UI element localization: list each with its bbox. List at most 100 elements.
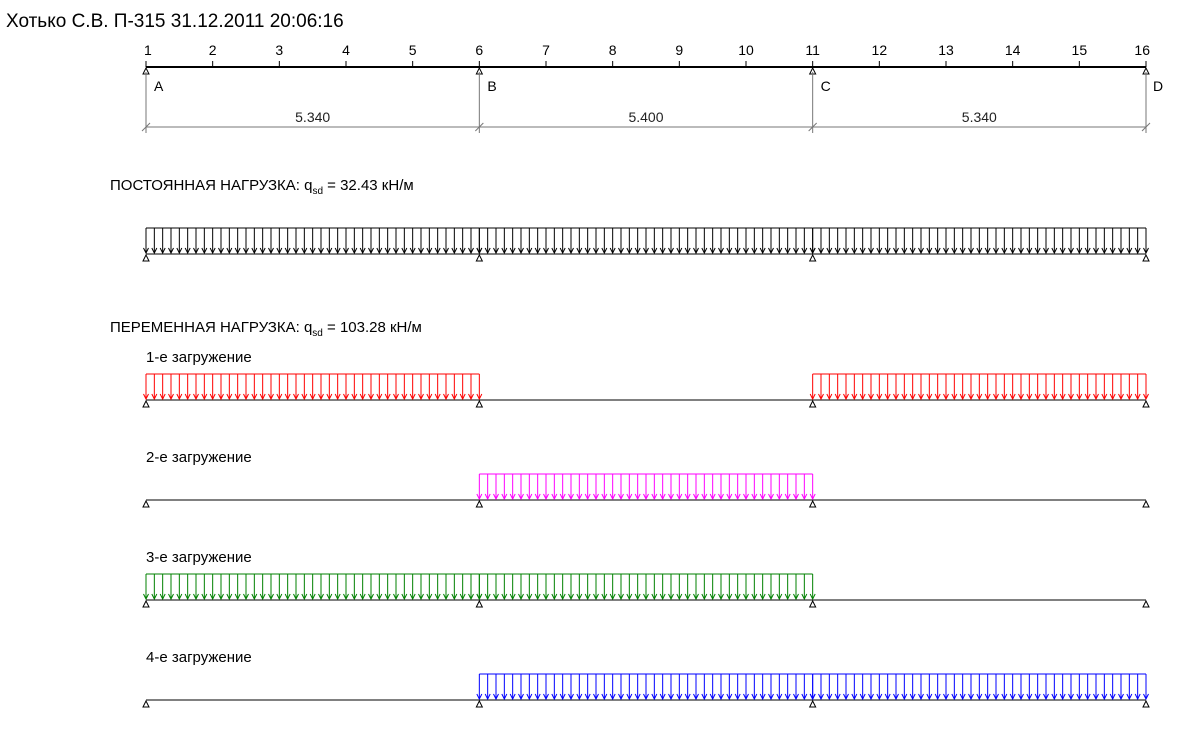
arrow-head-icon (826, 693, 833, 701)
arrow-head-icon (393, 247, 399, 255)
arrow-head-icon (693, 493, 699, 501)
arrow-head-icon (476, 247, 483, 255)
arrow-head-icon (501, 247, 508, 255)
arrow-head-icon (993, 393, 999, 401)
arrow-head-icon (493, 247, 499, 255)
arrow-head-icon (818, 693, 824, 701)
arrow-head-icon (1009, 693, 1016, 701)
arrow-head-icon (326, 247, 333, 255)
arrow-head-icon (334, 393, 341, 401)
arrow-head-icon (318, 593, 324, 601)
arrow-head-icon (1109, 693, 1116, 701)
permanent-load-diagram (142, 227, 1150, 262)
arrow-head-icon (1034, 393, 1041, 401)
arrow-head-icon (843, 693, 849, 701)
arrow-head-icon (301, 393, 308, 401)
arrow-head-icon (693, 693, 699, 701)
arrow-head-icon (784, 693, 791, 701)
arrow-head-icon (1134, 247, 1141, 255)
arrow-head-icon (443, 593, 449, 601)
arrow-head-icon (551, 593, 558, 601)
arrow-head-icon (268, 393, 274, 401)
arrow-head-icon (343, 593, 349, 601)
permanent-load-title: ПОСТОЯННАЯ НАГРУЗКА: qsd = 32.43 кН/м (110, 177, 414, 197)
arrow-head-icon (868, 247, 874, 255)
arrow-head-icon (1076, 247, 1083, 255)
arrow-head-icon (501, 693, 508, 701)
node-number: 5 (409, 42, 417, 58)
arrow-head-icon (426, 247, 433, 255)
arrow-head-icon (176, 393, 183, 401)
arrow-head-icon (376, 393, 383, 401)
support-triangle-icon (808, 253, 817, 262)
arrow-head-icon (893, 247, 899, 255)
arrow-head-icon (509, 247, 516, 255)
arrow-head-icon (1026, 393, 1033, 401)
arrow-head-icon (959, 247, 966, 255)
arrow-head-icon (1001, 247, 1008, 255)
arrow-head-icon (568, 693, 574, 701)
arrow-head-icon (1118, 693, 1124, 701)
arrow-head-icon (618, 493, 624, 501)
arrow-head-icon (201, 393, 208, 401)
arrow-head-icon (868, 693, 874, 701)
support-triangle-icon (475, 699, 484, 708)
arrow-head-icon (626, 693, 633, 701)
node-number: 4 (342, 42, 350, 58)
arrow-head-icon (1076, 393, 1083, 401)
arrow-head-icon (909, 693, 916, 701)
arrow-head-icon (801, 493, 808, 501)
arrow-head-icon (976, 247, 983, 255)
arrow-head-icon (901, 393, 908, 401)
arrow-head-icon (734, 693, 741, 701)
arrow-head-icon (568, 593, 574, 601)
support-triangle-icon (142, 253, 150, 262)
arrow-head-icon (476, 393, 483, 401)
arrow-head-icon (734, 593, 741, 601)
arrow-head-icon (943, 247, 949, 255)
arrow-head-icon (226, 393, 233, 401)
support-triangle-icon (475, 599, 484, 608)
support-triangle-icon (475, 253, 484, 262)
arrow-head-icon (251, 247, 258, 255)
node-number: 6 (475, 42, 483, 58)
support-label: B (487, 78, 496, 94)
arrow-head-icon (926, 693, 933, 701)
arrow-head-icon (951, 247, 958, 255)
arrow-head-icon (226, 247, 233, 255)
arrow-head-icon (493, 693, 499, 701)
arrow-head-icon (443, 247, 449, 255)
arrow-head-icon (226, 593, 233, 601)
arrow-head-icon (209, 393, 216, 401)
arrow-head-icon (826, 247, 833, 255)
arrow-head-icon (759, 693, 766, 701)
arrow-head-icon (518, 493, 524, 501)
arrow-head-icon (768, 247, 774, 255)
arrow-head-icon (459, 393, 466, 401)
arrow-head-icon (284, 247, 291, 255)
arrow-head-icon (718, 693, 724, 701)
support-triangle-icon (808, 699, 817, 708)
arrow-head-icon (918, 247, 924, 255)
arrow-head-icon (476, 693, 483, 701)
arrow-head-icon (609, 693, 616, 701)
support-triangle-icon (142, 599, 150, 608)
arrow-head-icon (1134, 393, 1141, 401)
arrow-head-icon (893, 693, 899, 701)
arrow-head-icon (534, 693, 541, 701)
arrow-head-icon (526, 247, 533, 255)
arrow-head-icon (509, 593, 516, 601)
load-case-3-diagram (142, 573, 1150, 608)
arrow-head-icon (968, 693, 974, 701)
arrow-head-icon (768, 493, 774, 501)
arrow-head-icon (151, 593, 158, 601)
support-triangle-icon (808, 399, 817, 408)
arrow-head-icon (776, 693, 783, 701)
arrow-head-icon (434, 593, 441, 601)
arrow-head-icon (959, 693, 966, 701)
arrow-head-icon (701, 693, 708, 701)
arrow-head-icon (451, 393, 458, 401)
arrow-head-icon (684, 493, 691, 501)
arrow-head-icon (368, 393, 374, 401)
arrow-head-icon (268, 593, 274, 601)
